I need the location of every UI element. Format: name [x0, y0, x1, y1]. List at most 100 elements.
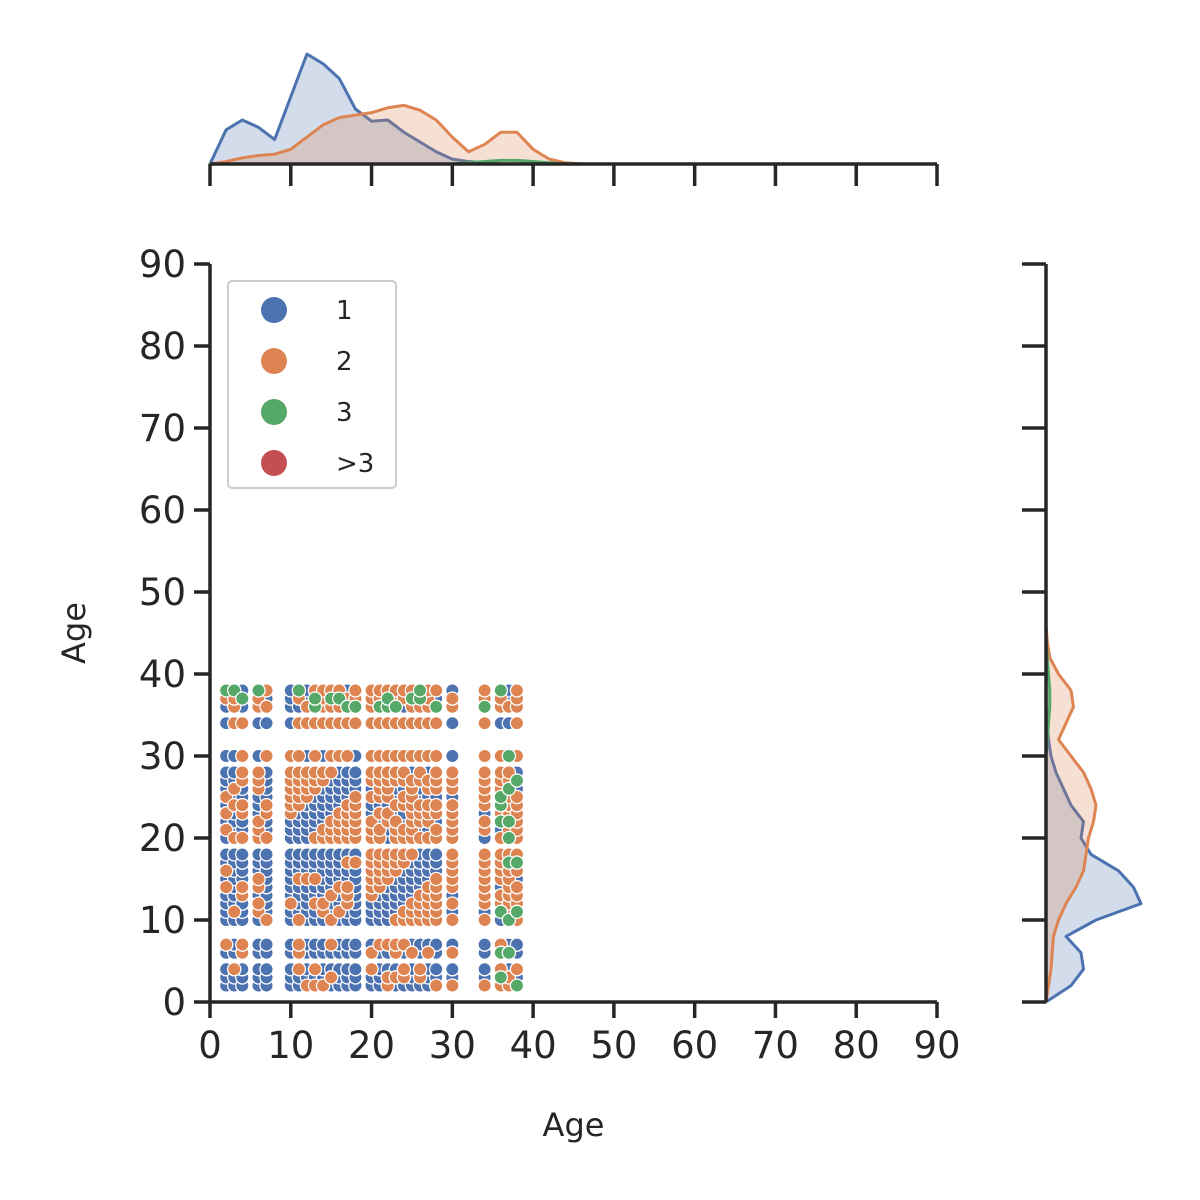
- scatter-point: [445, 978, 460, 993]
- scatter-point: [428, 765, 444, 780]
- y-axis-label: Age: [55, 602, 93, 664]
- legend-marker-2: [261, 348, 287, 374]
- y-tick-label: 20: [139, 817, 186, 860]
- x-axis-label: Age: [543, 1106, 605, 1144]
- scatter-point: [235, 765, 250, 780]
- scatter-point: [477, 765, 492, 780]
- scatter-point: [235, 748, 250, 764]
- scatter-point: [323, 937, 339, 952]
- scatter-point: [259, 847, 274, 862]
- x-tick-label: 50: [590, 1024, 637, 1067]
- scatter-point: [445, 691, 460, 706]
- scatter-point: [509, 855, 525, 870]
- scatter-point: [235, 691, 250, 706]
- scatter-point: [404, 945, 420, 961]
- scatter-point: [501, 945, 517, 961]
- scatter-point: [388, 699, 404, 715]
- scatter-point: [226, 961, 242, 977]
- legend-marker->3: [261, 450, 287, 476]
- scatter-point: [251, 896, 266, 911]
- scatter-point: [218, 937, 234, 952]
- scatter-point: [323, 970, 339, 985]
- scatter-point: [428, 961, 444, 977]
- scatter-point: [428, 847, 444, 862]
- scatter-point: [218, 863, 234, 879]
- scatter-point: [283, 896, 299, 911]
- right-marginal-kde: [1022, 262, 1143, 1004]
- scatter-point: [412, 683, 428, 698]
- scatter-point: [291, 912, 307, 928]
- scatter-point: [348, 937, 363, 952]
- scatter-point: [445, 912, 460, 928]
- scatter-point: [445, 797, 460, 813]
- scatter-point: [445, 748, 460, 764]
- scatter-point: [493, 683, 509, 698]
- scatter-point: [259, 937, 274, 952]
- scatter-point: [251, 765, 266, 780]
- scatter-point: [428, 871, 444, 887]
- scatter-point: [259, 961, 274, 977]
- scatter-point: [218, 879, 234, 895]
- scatter-point: [445, 961, 460, 977]
- scatter-point: [235, 847, 250, 862]
- scatter-point: [477, 961, 492, 977]
- scatter-point: [348, 855, 363, 870]
- scatter-point: [307, 748, 323, 764]
- scatter-point: [445, 715, 460, 731]
- scatter-point: [509, 715, 525, 731]
- scatter-point: [323, 765, 339, 780]
- scatter-point: [340, 748, 355, 764]
- scatter-point: [307, 691, 323, 706]
- scatter-point: [259, 715, 274, 731]
- scatter-point: [477, 937, 492, 952]
- scatter-point: [235, 830, 250, 846]
- scatter-point: [445, 896, 460, 911]
- y-tick-label: 10: [139, 899, 186, 942]
- scatter-point: [412, 961, 428, 977]
- scatter-point: [445, 847, 460, 862]
- scatter-point: [226, 904, 242, 920]
- scatter-point: [477, 683, 492, 698]
- scatter-point: [509, 879, 525, 895]
- scatter-point: [420, 945, 436, 961]
- scatter-point: [291, 961, 307, 977]
- scatter-point: [291, 937, 307, 952]
- y-tick-label: 70: [139, 407, 186, 450]
- x-tick-label: 80: [833, 1024, 880, 1067]
- scatter-point: [477, 748, 492, 764]
- scatter-point: [477, 715, 492, 731]
- scatter-point: [348, 789, 363, 805]
- scatter-point: [291, 683, 307, 698]
- scatter-point: [445, 765, 460, 780]
- y-tick-label: 80: [139, 325, 186, 368]
- scatter-point: [235, 797, 250, 813]
- legend-label-2: 2: [336, 347, 353, 377]
- scatter-point: [348, 715, 363, 731]
- x-tick-label: 0: [198, 1024, 222, 1067]
- scatter-point: [307, 961, 323, 977]
- scatter-point: [340, 879, 355, 895]
- x-tick-label: 10: [267, 1024, 314, 1067]
- x-tick-label: 90: [913, 1024, 960, 1067]
- scatter-point: [259, 699, 274, 715]
- scatter-point: [428, 715, 444, 731]
- x-tick-label: 20: [348, 1024, 395, 1067]
- top-marginal-kde: [208, 52, 939, 186]
- scatter-point: [348, 765, 363, 780]
- scatter-point: [396, 961, 412, 977]
- scatter-point: [493, 970, 509, 985]
- scatter-point: [307, 871, 323, 887]
- scatter-point: [428, 748, 444, 764]
- kde-x-2: [208, 103, 584, 166]
- y-tick-label: 90: [139, 243, 186, 286]
- scatter-point: [348, 961, 363, 977]
- legend-marker-1: [261, 297, 287, 323]
- legend: 1 2 3 >3: [227, 280, 397, 489]
- scatter-point: [509, 961, 525, 977]
- scatter-point: [259, 748, 274, 764]
- y-tick-label: 60: [139, 489, 186, 532]
- scatter-point: [428, 797, 444, 813]
- y-tick-label: 40: [139, 653, 186, 696]
- scatter-point: [259, 797, 274, 813]
- scatter-point: [259, 830, 274, 846]
